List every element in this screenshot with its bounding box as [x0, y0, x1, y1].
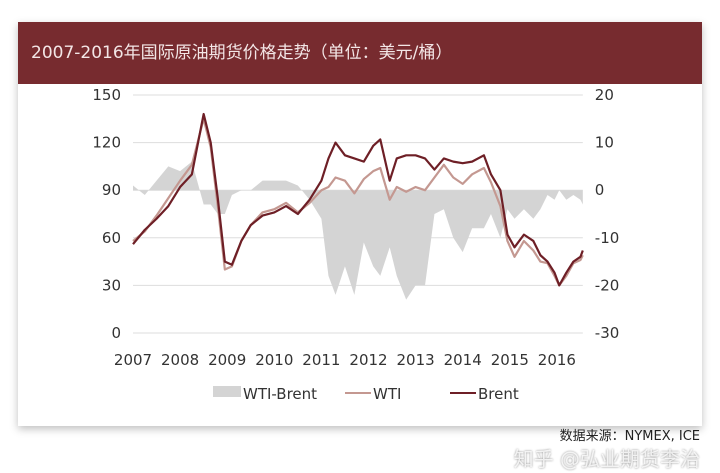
series-line-brent — [132, 112, 584, 287]
watermark: 知乎 @弘业期货李治 — [513, 447, 700, 471]
right-tick-label: -20 — [595, 276, 620, 294]
legend-label: Brent — [478, 385, 519, 403]
right-tick-label: 20 — [595, 86, 614, 104]
legend-label: WTI-Brent — [243, 385, 317, 403]
right-tick-label: -10 — [595, 229, 620, 247]
x-tick-label: 2007 — [114, 351, 152, 369]
x-tick-label: 2009 — [208, 351, 246, 369]
x-tick-label: 2010 — [255, 351, 293, 369]
left-tick-label: 90 — [102, 181, 121, 199]
left-tick-label: 150 — [92, 86, 121, 104]
series-area-wti-brent — [133, 161, 583, 300]
left-tick-label: 0 — [111, 324, 121, 342]
x-tick-label: 2011 — [302, 351, 340, 369]
x-tick-label: 2014 — [444, 351, 482, 369]
x-tick-label: 2008 — [161, 351, 199, 369]
chart-card: 2007-2016年国际原油期货价格走势（单位：美元/桶） 0 30 60 90 120… — [18, 22, 702, 426]
chart-title: 2007-2016年国际原油期货价格走势（单位：美元/桶） — [18, 22, 702, 84]
legend-label: WTI — [373, 385, 401, 403]
x-tick-label: 2015 — [491, 351, 529, 369]
x-tick-label: 2013 — [397, 351, 435, 369]
x-tick-label: 2016 — [538, 351, 576, 369]
source-note: 数据来源：NYMEX, ICE — [559, 429, 700, 444]
left-tick-label: 30 — [102, 276, 121, 294]
legend-swatch — [213, 386, 241, 397]
right-tick-label: -30 — [595, 324, 620, 342]
left-tick-label: 60 — [102, 229, 121, 247]
right-tick-label: 10 — [595, 134, 614, 152]
left-tick-label: 120 — [92, 134, 121, 152]
x-tick-label: 2012 — [349, 351, 387, 369]
right-tick-label: 0 — [595, 181, 605, 199]
chart: 0 30 60 90 120 150 -30 -20 -10 0 10 20 2007 2008 2009 2… — [92, 86, 620, 403]
